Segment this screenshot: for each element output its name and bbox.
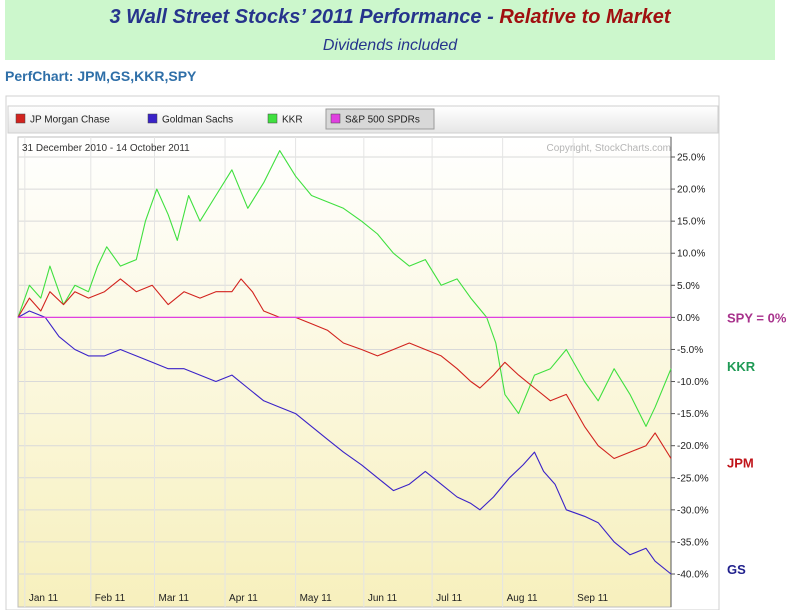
x-tick-label: Jun 11 <box>368 593 398 604</box>
y-tick-label: 15.0% <box>677 217 705 228</box>
legend-swatch-goldman-sachs[interactable] <box>147 113 158 124</box>
x-tick-label: Sep 11 <box>577 593 608 604</box>
y-tick-label: -40.0% <box>677 570 709 581</box>
legend-item-kkr[interactable]: KKR <box>282 115 303 126</box>
legend-swatch-jp-morgan-chase[interactable] <box>15 113 26 124</box>
legend-item-goldman-sachs[interactable]: Goldman Sachs <box>162 115 233 126</box>
y-tick-label: -10.0% <box>677 377 709 388</box>
y-tick-label: -5.0% <box>677 345 703 356</box>
x-tick-label: May 11 <box>300 593 332 604</box>
date-range: 31 December 2010 - 14 October 2011 <box>22 143 190 154</box>
y-tick-label: 10.0% <box>677 249 705 260</box>
y-tick-label: -20.0% <box>677 441 709 452</box>
y-tick-label: 0.0% <box>677 313 700 324</box>
page-subtitle: Dividends included <box>322 37 458 54</box>
series-label-sp-500-spdrs: SPY = 0% <box>727 310 787 325</box>
x-tick-label: Jan 11 <box>29 593 59 604</box>
legend-item-sp-500-spdrs-box[interactable] <box>325 108 435 130</box>
legend-item-sp-500-spdrs[interactable]: S&P 500 SPDRs <box>345 115 420 126</box>
header-banner: 3 Wall Street Stocks’ 2011 Performance -… <box>5 0 775 60</box>
x-tick-label: Feb 11 <box>95 593 126 604</box>
y-tick-label: -25.0% <box>677 473 709 484</box>
series-line-goldman-sachs <box>17 310 672 575</box>
y-tick-label: -30.0% <box>677 505 709 516</box>
series-line-jp-morgan-chase <box>17 278 672 460</box>
perfchart-label: PerfChart: JPM,GS,KKR,SPY <box>5 68 197 84</box>
page-title: 3 Wall Street Stocks’ 2011 Performance -… <box>5 6 775 29</box>
legend-swatch-kkr[interactable] <box>267 113 278 124</box>
x-tick-label: Mar 11 <box>159 593 190 604</box>
legend-swatch-sp-500-spdrs[interactable] <box>330 113 341 124</box>
legend-item-jp-morgan-chase[interactable]: JP Morgan Chase <box>30 115 110 126</box>
y-tick-label: 5.0% <box>677 281 700 292</box>
series-label-jp-morgan-chase: JPM <box>727 455 754 470</box>
x-tick-label: Aug 11 <box>507 593 538 604</box>
title-part-2: Relative to Market <box>499 6 671 28</box>
y-tick-label: -35.0% <box>677 537 709 548</box>
y-tick-label: 20.0% <box>677 185 705 196</box>
series-label-kkr: KKR <box>727 359 756 374</box>
x-tick-label: Jul 11 <box>436 593 462 604</box>
series-line-kkr <box>17 150 672 427</box>
series-label-goldman-sachs: GS <box>727 562 746 577</box>
y-tick-label: 25.0% <box>677 153 705 164</box>
x-tick-label: Apr 11 <box>229 593 258 604</box>
title-part-1: 3 Wall Street Stocks’ 2011 Performance - <box>109 6 500 28</box>
copyright: Copyright, StockCharts.com <box>547 143 672 154</box>
y-tick-label: -15.0% <box>677 409 709 420</box>
